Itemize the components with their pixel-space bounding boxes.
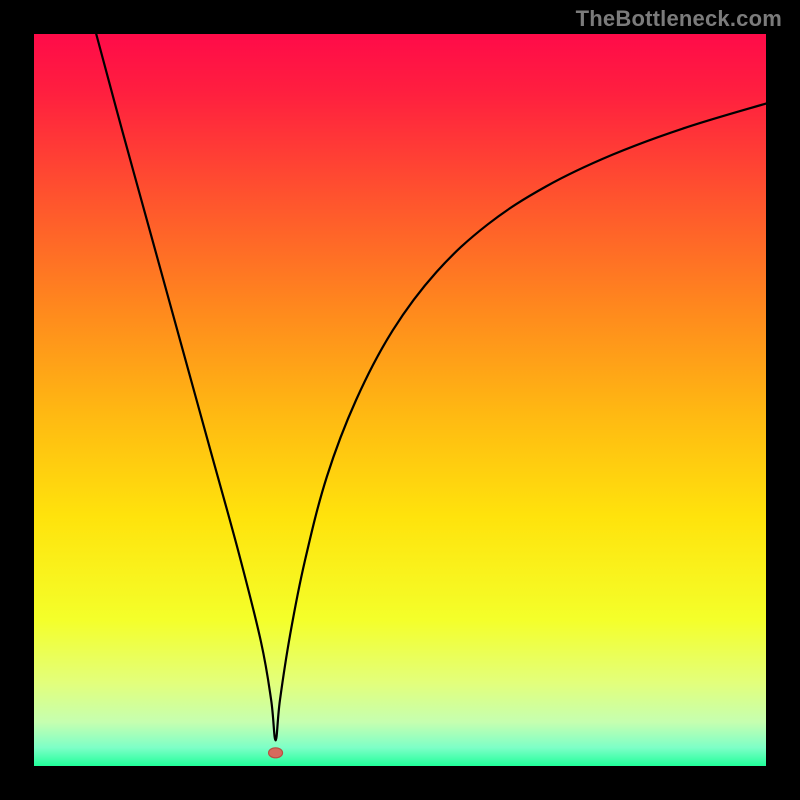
chart-frame: TheBottleneck.com [0, 0, 800, 800]
plot-background [34, 34, 766, 766]
watermark: TheBottleneck.com [576, 6, 782, 32]
